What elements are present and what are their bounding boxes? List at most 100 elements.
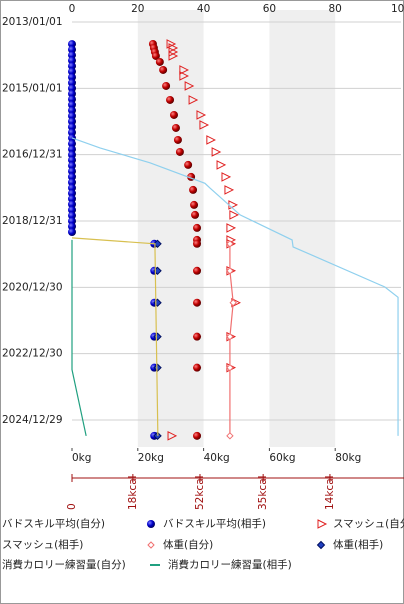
legend-item: バドスキル平均(自分) <box>2 517 105 530</box>
legend-item: スマッシュ(自分) <box>317 517 404 530</box>
point <box>190 200 199 209</box>
y-tick-label: 2022/12/30 <box>2 348 63 360</box>
point <box>229 210 239 220</box>
point <box>68 122 76 131</box>
point <box>184 81 195 91</box>
legend-label: バドスキル平均(自分) <box>2 517 105 530</box>
point <box>171 123 180 132</box>
point <box>159 65 168 74</box>
point <box>68 78 76 87</box>
point <box>169 110 178 119</box>
legend-item: 体重(自分) <box>147 538 213 551</box>
point <box>211 147 222 157</box>
point <box>316 540 326 550</box>
point <box>196 110 207 120</box>
point <box>68 222 76 231</box>
point <box>189 185 198 194</box>
point <box>226 223 237 233</box>
point <box>68 156 76 165</box>
point <box>68 89 76 98</box>
legend-item: バドスキル平均(相手) <box>147 517 266 530</box>
point <box>68 106 76 115</box>
point <box>226 332 234 341</box>
point <box>68 189 76 198</box>
point <box>68 40 76 49</box>
legend-item: 消費カロリー練習量(相手) <box>150 558 292 571</box>
legend-label: 体重(相手) <box>333 538 383 551</box>
y-tick-label: 2013/01/01 <box>2 16 63 28</box>
point <box>68 73 76 82</box>
point <box>68 45 76 54</box>
legend-label: 体重(自分) <box>163 538 213 551</box>
kg-tick-label: 0kg <box>72 452 91 464</box>
legend-item: 体重(相手) <box>316 538 383 551</box>
point <box>175 147 184 156</box>
point <box>68 161 76 170</box>
point <box>224 185 235 195</box>
series-line <box>71 137 399 436</box>
point <box>68 167 76 176</box>
kcal-tick-label: 35kcal <box>257 475 269 510</box>
y-tick-label: 2024/12/29 <box>2 414 63 426</box>
legend-label: バドスキル平均(相手) <box>163 517 266 530</box>
point <box>68 56 76 65</box>
y-tick-label: 2016/12/31 <box>2 149 63 161</box>
point <box>153 363 162 372</box>
kcal-tick-label: 14kcal <box>324 475 336 510</box>
point <box>68 145 76 154</box>
point <box>68 178 76 187</box>
point <box>193 363 202 372</box>
point <box>151 51 160 60</box>
x-tick-label: 40 <box>197 3 210 15</box>
point <box>193 239 202 248</box>
point <box>193 223 202 232</box>
y-tick-label: 2020/12/30 <box>2 281 63 293</box>
point <box>221 172 232 182</box>
x-tick-label: 0 <box>69 3 76 15</box>
point <box>68 194 76 203</box>
point <box>162 81 171 90</box>
point <box>317 519 328 529</box>
point <box>191 210 200 219</box>
point <box>179 65 189 75</box>
point <box>173 135 182 144</box>
point <box>199 120 210 130</box>
kg-tick-label: 60kg <box>269 452 295 464</box>
point <box>216 160 227 170</box>
kcal-tick-label: 52kcal <box>194 475 206 510</box>
point <box>147 541 155 549</box>
point <box>155 57 164 66</box>
x-tick-label: 20 <box>131 3 144 15</box>
point <box>68 200 76 209</box>
point <box>68 111 76 120</box>
point <box>226 363 234 372</box>
y-tick-label: 2018/12/31 <box>2 215 63 227</box>
point <box>193 431 202 440</box>
series-line <box>71 239 87 436</box>
point <box>68 100 76 109</box>
y-tick-label: 2015/01/01 <box>2 82 63 94</box>
legend-item: 消費カロリー練習量(自分) <box>2 558 126 571</box>
point <box>188 95 199 105</box>
legend-label: スマッシュ(相手) <box>2 538 83 551</box>
point <box>68 227 76 236</box>
point <box>68 67 76 76</box>
series-line <box>229 243 234 436</box>
series-line <box>71 237 159 436</box>
point <box>166 95 175 104</box>
x-tick-label: 100 <box>391 3 404 15</box>
shaded-band <box>137 10 204 447</box>
kg-tick-label: 40kg <box>204 452 230 464</box>
point <box>168 51 179 61</box>
legend-label: 消費カロリー練習量(相手) <box>168 558 292 571</box>
point <box>147 520 155 528</box>
legend-label: スマッシュ(自分) <box>333 517 404 530</box>
point <box>193 298 202 307</box>
point <box>166 39 177 49</box>
point <box>68 172 76 181</box>
point <box>68 139 76 148</box>
point <box>68 62 76 71</box>
kcal-tick-label: 18kcal <box>127 475 139 510</box>
